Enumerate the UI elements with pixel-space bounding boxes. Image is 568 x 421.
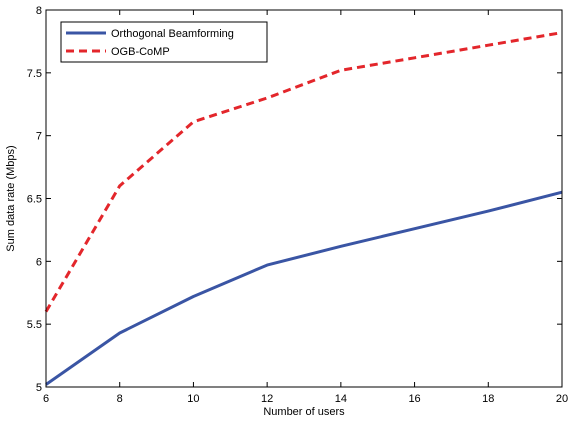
y-tick-label: 5.5 <box>27 319 42 331</box>
x-tick-label: 12 <box>261 393 273 405</box>
y-axis-label: Sum data rate (Mbps) <box>5 145 17 251</box>
legend-label-1: OGB-CoMP <box>111 46 170 58</box>
x-tick-label: 10 <box>187 393 199 405</box>
x-tick-label: 6 <box>43 393 49 405</box>
legend-label-0: Orthogonal Beamforming <box>111 28 234 40</box>
y-tick-label: 5 <box>36 382 42 394</box>
x-axis-label: Number of users <box>263 406 345 418</box>
legend-box <box>60 21 268 63</box>
y-tick-label: 8 <box>36 5 42 17</box>
y-tick-label: 6 <box>36 256 42 268</box>
y-tick-label: 6.5 <box>27 194 42 206</box>
series-line-1 <box>44 31 563 313</box>
x-tick-label: 16 <box>408 393 420 405</box>
y-tick-label: 7 <box>36 131 42 143</box>
y-tick-label: 7.5 <box>27 68 42 80</box>
legend: Orthogonal Beamforming OGB-CoMP <box>60 21 268 63</box>
x-tick-label: 14 <box>335 393 347 405</box>
x-tick-label: 18 <box>482 393 494 405</box>
plot-area <box>44 31 563 386</box>
axes: 6 8 10 12 14 16 18 20 5 5.5 6 6.5 7 7.5 8 <box>27 5 568 405</box>
series-line-0 <box>45 190 563 386</box>
x-tick-label: 20 <box>556 393 568 405</box>
x-tick-label: 8 <box>117 393 123 405</box>
